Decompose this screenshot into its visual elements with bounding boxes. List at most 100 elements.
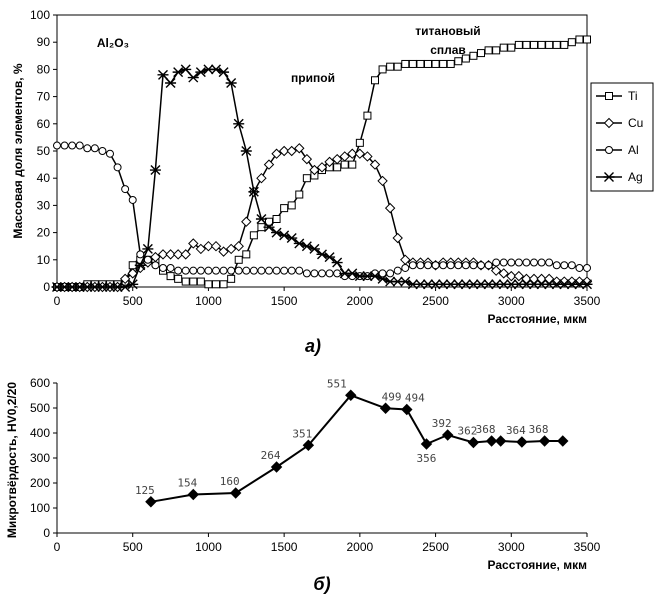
data-point (218, 246, 229, 257)
data-label: 368 (476, 423, 496, 436)
data-point (295, 266, 304, 275)
x-tick-label: 1500 (271, 540, 298, 554)
data-point (492, 46, 501, 55)
data-point (219, 280, 228, 289)
data-point (265, 266, 273, 275)
data-point (234, 255, 243, 264)
data-point (583, 35, 591, 44)
data-label: 494 (405, 392, 425, 405)
legend-label: Ti (628, 89, 638, 103)
data-label: 351 (292, 427, 312, 440)
data-point (393, 266, 402, 275)
data-point (174, 274, 183, 283)
x-axis-title: Расстояние, мкм (488, 312, 588, 326)
data-point (75, 141, 84, 150)
data-point (333, 163, 342, 172)
data-point (287, 201, 296, 210)
data-point (249, 231, 258, 240)
data-point (522, 40, 531, 49)
data-point (233, 118, 245, 129)
data-point (583, 263, 591, 272)
data-point (271, 148, 282, 159)
data-point (218, 67, 230, 78)
data-point (134, 260, 146, 271)
data-point (537, 40, 546, 49)
data-point (545, 258, 554, 267)
data-point (172, 249, 184, 260)
data-point (83, 144, 92, 153)
data-point (384, 202, 396, 214)
data-point (212, 280, 220, 289)
data-point (180, 249, 191, 260)
data-point (196, 277, 205, 286)
data-point (507, 258, 516, 267)
series-Al (53, 141, 591, 281)
data-point (537, 258, 546, 267)
data-point (507, 43, 516, 52)
y-tick-label: 200 (30, 476, 50, 490)
data-point (420, 438, 433, 450)
data-point (90, 144, 99, 153)
y-tick-label: 0 (43, 280, 50, 294)
data-point (302, 439, 315, 451)
data-point (302, 174, 311, 183)
data-point (492, 258, 501, 267)
y-tick-label: 50 (37, 144, 51, 158)
y-tick-label: 70 (37, 90, 51, 104)
data-point (255, 214, 267, 224)
legend: Ti Cu Al Ag (590, 82, 654, 192)
annotation: сплав (430, 43, 466, 57)
data-point (119, 273, 131, 285)
data-point (227, 274, 236, 283)
data-point (354, 148, 366, 159)
data-point (469, 51, 478, 60)
data-point (225, 243, 237, 255)
legend-marker (603, 172, 615, 182)
data-point (514, 258, 523, 267)
y-tick-label: 100 (30, 8, 50, 22)
data-point (386, 62, 395, 71)
data-point (286, 233, 298, 244)
data-point (280, 204, 289, 213)
data-point (204, 266, 213, 275)
data-point (469, 261, 478, 270)
data-point (454, 261, 463, 270)
data-point (225, 78, 237, 88)
y-axis-title: Массовая доля элементов, % (11, 63, 25, 239)
legend-marker (605, 92, 613, 100)
data-point (263, 159, 275, 170)
data-point (242, 250, 251, 259)
data-point (530, 40, 538, 49)
y-tick-label: 20 (37, 226, 51, 240)
data-point (53, 141, 61, 150)
data-point (477, 261, 485, 270)
data-point (498, 268, 509, 279)
y-axis-title: Микротвёрдость, HV0,2/20 (5, 382, 19, 538)
data-point (127, 279, 139, 290)
data-point (242, 266, 251, 275)
data-point (467, 436, 480, 449)
data-point (484, 46, 493, 55)
data-point (157, 69, 169, 80)
data-point (355, 138, 364, 147)
data-point (386, 269, 395, 278)
data-point (530, 258, 538, 267)
legend-marker (603, 117, 615, 129)
x-tick-label: 3500 (574, 540, 601, 554)
legend-frame (590, 82, 654, 192)
data-point (203, 240, 214, 252)
data-point (506, 270, 517, 282)
y-tick-label: 60 (37, 117, 51, 131)
data-point (348, 160, 357, 169)
data-point (581, 279, 593, 290)
data-point (165, 249, 176, 260)
data-point (280, 266, 289, 275)
data-point (68, 141, 77, 150)
data-point (369, 159, 381, 170)
y-tick-label: 80 (37, 62, 51, 76)
data-point (377, 175, 388, 187)
legend-entry: Ti (596, 89, 638, 103)
data-point (538, 435, 551, 447)
legend-entry: Al (596, 143, 639, 157)
